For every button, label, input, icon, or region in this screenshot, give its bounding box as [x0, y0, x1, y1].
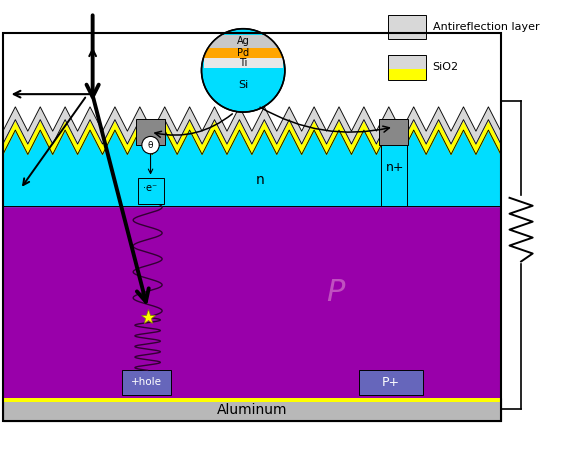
Bar: [3, 33, 501, 421]
Text: Antireflection layer: Antireflection layer: [433, 22, 539, 32]
Text: P+: P+: [382, 376, 400, 389]
Bar: [359, 370, 423, 395]
Text: ·e⁻: ·e⁻: [144, 183, 157, 193]
Bar: [204, 35, 283, 48]
Bar: [381, 119, 407, 207]
Text: Ag: Ag: [237, 36, 250, 46]
Polygon shape: [3, 130, 501, 207]
Bar: [388, 15, 426, 39]
Bar: [136, 119, 165, 145]
Bar: [379, 119, 408, 145]
Polygon shape: [3, 107, 501, 144]
Bar: [138, 177, 164, 203]
Text: +hole: +hole: [131, 378, 162, 387]
Text: Si: Si: [238, 80, 248, 90]
Text: n+: n+: [386, 161, 404, 174]
Bar: [388, 55, 426, 69]
Polygon shape: [3, 120, 501, 154]
Circle shape: [142, 136, 159, 154]
Text: Pd: Pd: [237, 48, 249, 58]
Bar: [204, 48, 283, 58]
Bar: [388, 69, 426, 80]
Text: Aluminum: Aluminum: [217, 403, 287, 417]
Bar: [204, 58, 283, 68]
Bar: [388, 55, 426, 80]
Text: P: P: [327, 278, 345, 307]
Text: Ti: Ti: [239, 58, 247, 68]
Text: θ: θ: [148, 140, 153, 149]
Bar: [3, 207, 501, 397]
Bar: [3, 397, 501, 402]
Circle shape: [201, 29, 285, 112]
Text: SiO2: SiO2: [433, 63, 459, 72]
Bar: [3, 397, 501, 421]
Text: n: n: [256, 173, 265, 187]
Bar: [122, 370, 171, 395]
